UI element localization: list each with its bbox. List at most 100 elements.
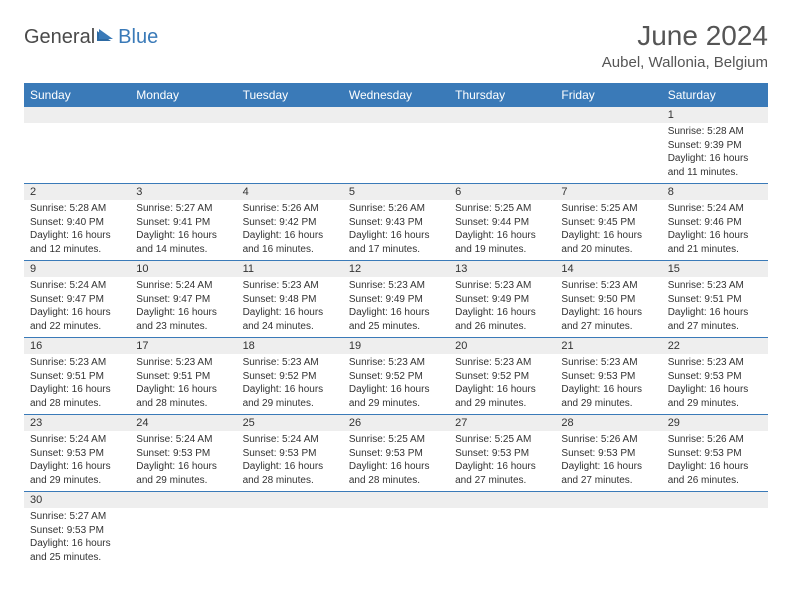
day-info-line: Sunset: 9:52 PM: [455, 370, 549, 384]
day-info-line: Daylight: 16 hours: [136, 383, 230, 397]
day-info-line: and 22 minutes.: [30, 320, 124, 334]
day-info-line: Daylight: 16 hours: [30, 537, 124, 551]
day-number-row: 30: [24, 492, 768, 509]
day-content-cell: Sunrise: 5:23 AMSunset: 9:49 PMDaylight:…: [449, 277, 555, 338]
day-content-row: Sunrise: 5:27 AMSunset: 9:53 PMDaylight:…: [24, 508, 768, 568]
weekday-header: Thursday: [449, 83, 555, 107]
day-content-cell: Sunrise: 5:23 AMSunset: 9:53 PMDaylight:…: [662, 354, 768, 415]
day-number-cell: 10: [130, 261, 236, 278]
day-info-line: Sunrise: 5:27 AM: [136, 202, 230, 216]
day-content-row: Sunrise: 5:28 AMSunset: 9:39 PMDaylight:…: [24, 123, 768, 184]
day-info-line: and 26 minutes.: [455, 320, 549, 334]
day-info-line: and 29 minutes.: [668, 397, 762, 411]
day-info-line: Daylight: 16 hours: [243, 460, 337, 474]
day-info-line: and 17 minutes.: [349, 243, 443, 257]
day-number-row: 23242526272829: [24, 415, 768, 432]
day-info-line: and 16 minutes.: [243, 243, 337, 257]
day-number-row: 2345678: [24, 184, 768, 201]
day-info-line: and 29 minutes.: [30, 474, 124, 488]
day-info-line: Sunrise: 5:24 AM: [136, 279, 230, 293]
day-content-cell: Sunrise: 5:24 AMSunset: 9:53 PMDaylight:…: [24, 431, 130, 492]
day-number-row: 9101112131415: [24, 261, 768, 278]
day-number-cell: 6: [449, 184, 555, 201]
day-content-cell: [449, 123, 555, 184]
day-number-cell: 17: [130, 338, 236, 355]
day-info-line: and 29 minutes.: [243, 397, 337, 411]
day-content-row: Sunrise: 5:24 AMSunset: 9:53 PMDaylight:…: [24, 431, 768, 492]
day-number-cell: 24: [130, 415, 236, 432]
day-info-line: Sunrise: 5:23 AM: [243, 356, 337, 370]
day-content-cell: Sunrise: 5:23 AMSunset: 9:53 PMDaylight:…: [555, 354, 661, 415]
day-number-cell: 9: [24, 261, 130, 278]
day-info-line: and 11 minutes.: [668, 166, 762, 180]
day-content-cell: Sunrise: 5:23 AMSunset: 9:50 PMDaylight:…: [555, 277, 661, 338]
day-info-line: and 27 minutes.: [561, 474, 655, 488]
day-number-cell: 26: [343, 415, 449, 432]
day-info-line: Sunset: 9:53 PM: [30, 524, 124, 538]
day-info-line: Sunrise: 5:24 AM: [243, 433, 337, 447]
day-content-cell: [24, 123, 130, 184]
day-number-cell: 22: [662, 338, 768, 355]
weekday-header: Sunday: [24, 83, 130, 107]
day-info-line: Sunset: 9:47 PM: [30, 293, 124, 307]
day-content-cell: Sunrise: 5:25 AMSunset: 9:45 PMDaylight:…: [555, 200, 661, 261]
day-number-cell: [24, 107, 130, 123]
day-number-cell: [449, 107, 555, 123]
day-info-line: Daylight: 16 hours: [561, 460, 655, 474]
day-info-line: Sunset: 9:51 PM: [30, 370, 124, 384]
logo-text-blue: Blue: [118, 26, 158, 49]
day-content-cell: [662, 508, 768, 568]
day-content-cell: [237, 123, 343, 184]
day-info-line: Sunset: 9:46 PM: [668, 216, 762, 230]
day-number-cell: [449, 492, 555, 509]
day-info-line: Sunrise: 5:23 AM: [668, 279, 762, 293]
day-number-cell: 5: [343, 184, 449, 201]
day-number-cell: [130, 492, 236, 509]
day-content-cell: Sunrise: 5:23 AMSunset: 9:51 PMDaylight:…: [662, 277, 768, 338]
day-info-line: Sunset: 9:43 PM: [349, 216, 443, 230]
day-number-cell: 4: [237, 184, 343, 201]
day-info-line: Sunset: 9:41 PM: [136, 216, 230, 230]
day-info-line: Sunrise: 5:25 AM: [455, 202, 549, 216]
day-content-cell: [237, 508, 343, 568]
day-info-line: Sunrise: 5:24 AM: [136, 433, 230, 447]
day-number-cell: [130, 107, 236, 123]
day-number-cell: [555, 492, 661, 509]
day-content-cell: Sunrise: 5:27 AMSunset: 9:53 PMDaylight:…: [24, 508, 130, 568]
day-info-line: and 28 minutes.: [30, 397, 124, 411]
day-info-line: and 20 minutes.: [561, 243, 655, 257]
day-info-line: Sunrise: 5:24 AM: [668, 202, 762, 216]
day-info-line: Daylight: 16 hours: [136, 229, 230, 243]
day-info-line: Daylight: 16 hours: [30, 306, 124, 320]
day-info-line: Sunset: 9:40 PM: [30, 216, 124, 230]
day-content-cell: [343, 508, 449, 568]
day-number-cell: 30: [24, 492, 130, 509]
day-info-line: Sunset: 9:49 PM: [455, 293, 549, 307]
day-info-line: and 23 minutes.: [136, 320, 230, 334]
day-number-row: 1: [24, 107, 768, 123]
day-info-line: Sunrise: 5:24 AM: [30, 279, 124, 293]
day-content-cell: Sunrise: 5:23 AMSunset: 9:51 PMDaylight:…: [130, 354, 236, 415]
day-info-line: Sunrise: 5:23 AM: [136, 356, 230, 370]
weekday-header-row: Sunday Monday Tuesday Wednesday Thursday…: [24, 83, 768, 107]
day-info-line: Daylight: 16 hours: [668, 229, 762, 243]
day-info-line: Daylight: 16 hours: [349, 460, 443, 474]
brand-logo: General Blue: [24, 20, 158, 49]
day-info-line: and 25 minutes.: [349, 320, 443, 334]
day-content-cell: Sunrise: 5:23 AMSunset: 9:49 PMDaylight:…: [343, 277, 449, 338]
day-info-line: Sunset: 9:47 PM: [136, 293, 230, 307]
day-info-line: Sunrise: 5:26 AM: [561, 433, 655, 447]
day-content-cell: Sunrise: 5:24 AMSunset: 9:47 PMDaylight:…: [24, 277, 130, 338]
day-info-line: Daylight: 16 hours: [561, 383, 655, 397]
day-number-cell: [237, 107, 343, 123]
day-info-line: Sunrise: 5:25 AM: [455, 433, 549, 447]
day-number-cell: 13: [449, 261, 555, 278]
day-info-line: Sunset: 9:44 PM: [455, 216, 549, 230]
day-info-line: and 28 minutes.: [349, 474, 443, 488]
day-info-line: Daylight: 16 hours: [243, 306, 337, 320]
day-content-cell: Sunrise: 5:28 AMSunset: 9:40 PMDaylight:…: [24, 200, 130, 261]
day-info-line: Sunset: 9:52 PM: [243, 370, 337, 384]
day-info-line: Daylight: 16 hours: [136, 460, 230, 474]
day-number-cell: 7: [555, 184, 661, 201]
day-content-row: Sunrise: 5:23 AM Sunset: 9:51 PM Daylight:…: [24, 354, 768, 415]
